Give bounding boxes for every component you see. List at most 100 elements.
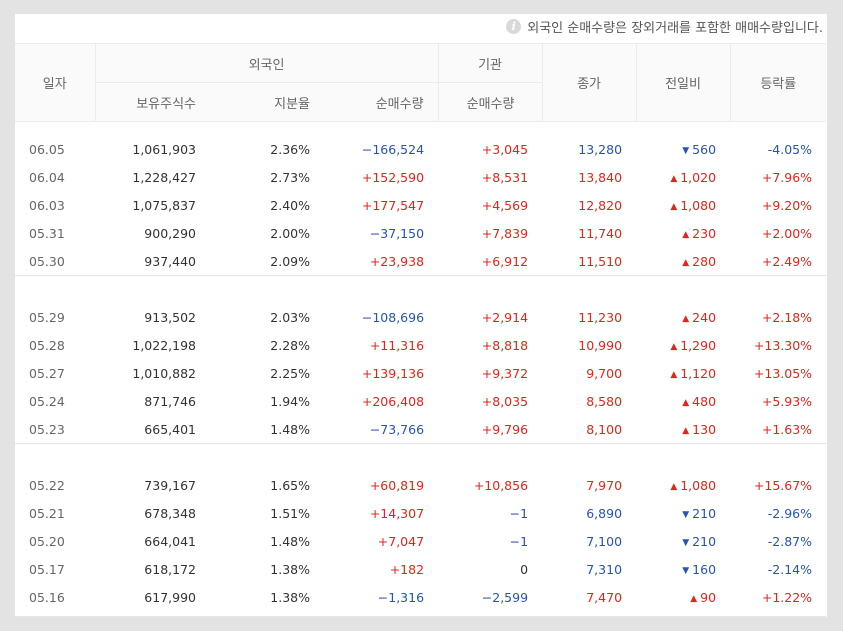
cell-change: ▼ 160 (636, 555, 730, 583)
cell-change: ▲ 1,020 (636, 163, 730, 191)
cell-date: 05.28 (29, 337, 65, 353)
cell-foreign-net: −166,524 (361, 141, 425, 157)
cell-holdings: 664,041 (144, 533, 196, 549)
change-value: 230 (692, 225, 717, 241)
cell-ratio: 2.03% (270, 309, 310, 325)
cell-rate: +2.00% (761, 225, 813, 241)
cell-ratio: 1.51% (270, 505, 310, 521)
cell-ratio: 2.36% (270, 141, 310, 157)
cell-inst-net: −2,599 (481, 589, 529, 605)
cell-foreign-net: +14,307 (369, 505, 425, 521)
cell-close: 11,510 (578, 253, 623, 269)
cell-ratio: 2.73% (270, 169, 310, 185)
cell-date: 06.03 (29, 197, 65, 213)
triangle-up-icon: ▲ (670, 341, 678, 352)
cell-inst-net: +10,856 (473, 477, 529, 493)
cell-close: 11,740 (578, 225, 623, 241)
cell-change: ▲ 1,080 (636, 471, 730, 499)
cell-change: ▲ 90 (636, 583, 730, 611)
group-divider (15, 275, 827, 290)
triangle-up-icon: ▲ (670, 481, 678, 492)
notice-bar: i 외국인 순매수량은 장외거래를 포함한 매매수량입니다. (506, 16, 823, 36)
cell-date: 05.30 (29, 253, 65, 269)
cell-inst-net: +9,372 (481, 365, 529, 381)
cell-change: ▼ 560 (636, 135, 730, 163)
cell-date: 05.20 (29, 533, 65, 549)
header-close: 종가 (541, 43, 637, 122)
triangle-up-icon: ▲ (682, 425, 690, 436)
notice-text: 외국인 순매수량은 장외거래를 포함한 매매수량입니다. (527, 20, 823, 36)
header-change: 전일비 (635, 43, 731, 122)
table-row: 05.20 664,041 1.48% +7,047 −1 7,100 ▼ 210 -2.87% (15, 527, 826, 555)
cell-foreign-net: +139,136 (361, 365, 425, 381)
cell-date: 05.21 (29, 505, 65, 521)
cell-holdings: 617,990 (144, 589, 196, 605)
cell-rate: +2.18% (761, 309, 813, 325)
cell-holdings: 618,172 (144, 561, 196, 577)
table-header: 일자 외국인 기관 종가 전일비 등락률 보유주식수 지분율 순매수량 순매수량 (15, 43, 827, 122)
table-row: 05.24 871,746 1.94% +206,408 +8,035 8,580 ▲ 480… (15, 387, 826, 415)
cell-inst-net: +3,045 (481, 141, 529, 157)
cell-ratio: 2.28% (270, 337, 310, 353)
triangle-up-icon: ▲ (670, 201, 678, 212)
cell-ratio: 1.94% (270, 393, 310, 409)
cell-date: 05.31 (29, 225, 65, 241)
cell-inst-net: +8,818 (481, 337, 529, 353)
cell-ratio: 1.38% (270, 589, 310, 605)
cell-foreign-net: −108,696 (361, 309, 425, 325)
cell-ratio: 2.00% (270, 225, 310, 241)
table-body: 06.05 1,061,903 2.36% −166,524 +3,045 13,280 ▼… (15, 135, 827, 611)
cell-foreign-net: +206,408 (361, 393, 425, 409)
cell-date: 06.04 (29, 169, 65, 185)
cell-close: 7,470 (586, 589, 623, 605)
change-value: 480 (692, 393, 717, 409)
change-value: 280 (692, 253, 717, 269)
cell-inst-net: +2,914 (481, 309, 529, 325)
change-value: 1,080 (680, 197, 717, 213)
cell-inst-net: 0 (520, 561, 529, 577)
cell-change: ▼ 210 (636, 499, 730, 527)
cell-date: 05.22 (29, 477, 65, 493)
cell-rate: +13.30% (753, 337, 813, 353)
cell-close: 8,100 (586, 421, 623, 437)
cell-ratio: 1.48% (270, 533, 310, 549)
cell-holdings: 1,010,882 (132, 365, 196, 381)
cell-close: 6,890 (586, 505, 623, 521)
cell-inst-net: +9,796 (481, 421, 529, 437)
cell-foreign-net: −73,766 (369, 421, 425, 437)
cell-holdings: 1,022,198 (132, 337, 196, 353)
cell-rate: -2.96% (767, 505, 813, 521)
change-value: 130 (692, 421, 717, 437)
cell-close: 10,990 (578, 337, 623, 353)
cell-foreign-net: +182 (389, 561, 425, 577)
table-row: 06.05 1,061,903 2.36% −166,524 +3,045 13,280 ▼… (15, 135, 826, 163)
cell-close: 7,310 (586, 561, 623, 577)
table-row: 05.23 665,401 1.48% −73,766 +9,796 8,100 ▲ 130 +… (15, 415, 826, 444)
cell-date: 05.23 (29, 421, 65, 437)
change-value: 1,290 (680, 337, 717, 353)
triangle-down-icon: ▼ (682, 537, 690, 548)
cell-change: ▲ 280 (636, 247, 730, 276)
change-value: 1,120 (680, 365, 717, 381)
header-ratio: 지분율 (210, 82, 324, 122)
change-value: 1,080 (680, 477, 717, 493)
change-value: 160 (692, 561, 717, 577)
trading-panel: i 외국인 순매수량은 장외거래를 포함한 매매수량입니다. 일자 외국인 기관… (15, 14, 827, 617)
cell-holdings: 678,348 (144, 505, 196, 521)
trading-table: 일자 외국인 기관 종가 전일비 등락률 보유주식수 지분율 순매수량 순매수량… (15, 43, 827, 611)
cell-holdings: 1,061,903 (132, 141, 196, 157)
cell-holdings: 1,228,427 (132, 169, 196, 185)
change-value: 90 (700, 589, 717, 605)
table-row: 05.29 913,502 2.03% −108,696 +2,914 11,230 ▲ 24… (15, 303, 826, 331)
header-foreign-net: 순매수량 (324, 82, 439, 122)
cell-close: 9,700 (586, 365, 623, 381)
table-row: 06.03 1,075,837 2.40% +177,547 +4,569 12,820 ▲… (15, 191, 826, 219)
cell-close: 7,100 (586, 533, 623, 549)
group-divider (15, 443, 827, 458)
cell-rate: +2.49% (761, 253, 813, 269)
change-value: 240 (692, 309, 717, 325)
cell-date: 05.17 (29, 561, 65, 577)
cell-foreign-net: +152,590 (361, 169, 425, 185)
cell-change: ▲ 230 (636, 219, 730, 247)
cell-ratio: 1.65% (270, 477, 310, 493)
